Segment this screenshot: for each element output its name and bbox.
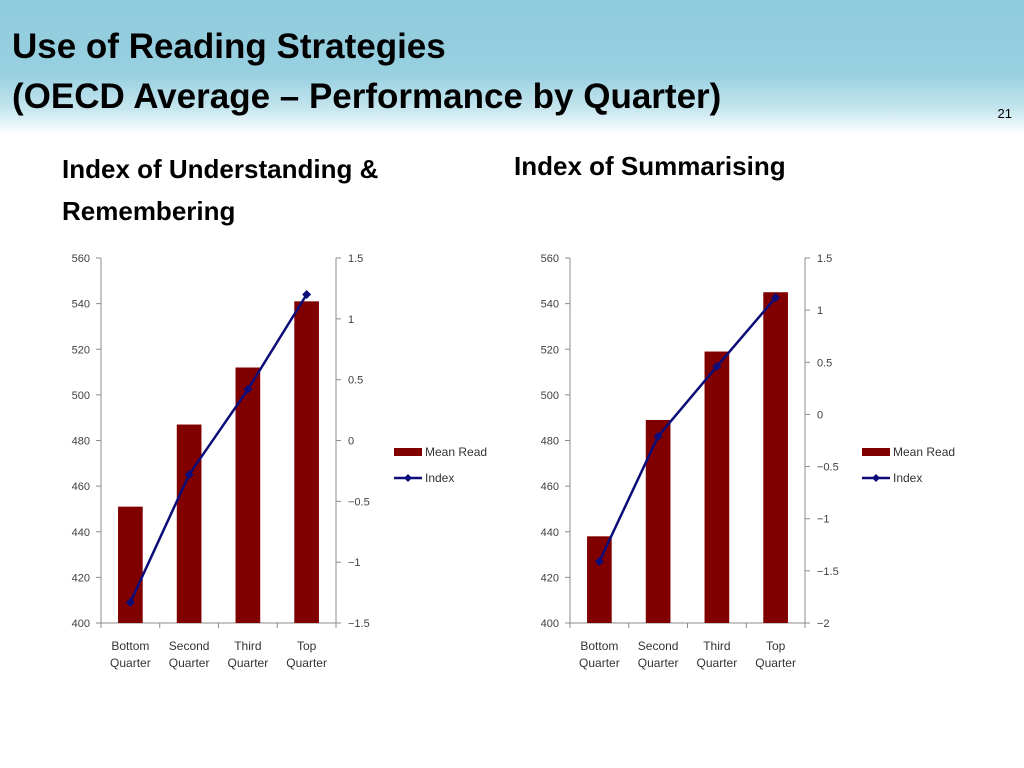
- understanding-tick-label-right: 0: [348, 436, 354, 448]
- summarising-bar-mean-read: [645, 419, 671, 623]
- chart-title-summarising: Index of Summarising: [514, 151, 786, 181]
- understanding-legend-marker-index: [404, 474, 412, 482]
- understanding-category-label: Quarter: [169, 656, 210, 670]
- summarising-legend-swatch-mean-read: [862, 448, 890, 456]
- understanding-bar-mean-read: [176, 424, 202, 623]
- summarising-bar-mean-read: [763, 292, 788, 623]
- summarising-legend-label-index: Index: [893, 471, 922, 485]
- understanding-legend-label-index: Index: [425, 471, 454, 485]
- understanding-category-label: Bottom: [111, 639, 149, 653]
- understanding-bar-mean-read: [235, 367, 261, 623]
- understanding-index-point: [243, 384, 253, 394]
- understanding-tick-label-left: 520: [72, 344, 90, 356]
- understanding-index-point: [125, 597, 135, 607]
- understanding-tick-label-right: −0.5: [348, 496, 370, 508]
- understanding-legend-label-mean-read: Mean Read: [425, 445, 487, 459]
- understanding-bar-mean-read: [294, 301, 319, 623]
- understanding-tick-label-right: 1: [348, 314, 354, 326]
- summarising-category-label: Third: [703, 639, 730, 653]
- understanding-tick-label-right: −1.5: [348, 618, 370, 630]
- understanding-index-point: [184, 470, 194, 480]
- summarising-legend-label-mean-read: Mean Read: [893, 445, 955, 459]
- slide-title-line-1: Use of Reading Strategies: [12, 27, 446, 66]
- summarising-tick-label-right: 1: [817, 305, 823, 317]
- summarising-bar-mean-read: [704, 351, 730, 623]
- summarising-tick-label-left: 420: [541, 572, 559, 584]
- summarising-category-label: Bottom: [580, 639, 618, 653]
- understanding-line-index: [129, 293, 308, 603]
- understanding-tick-label-right: 1.5: [348, 253, 363, 265]
- title-band: [0, 0, 1024, 135]
- summarising-category-label: Quarter: [638, 656, 679, 670]
- understanding-category-label: Second: [169, 639, 210, 653]
- summarising-bar-mean-read: [587, 536, 612, 623]
- slide-title-line-2: (OECD Average – Performance by Quarter): [12, 77, 722, 116]
- understanding-category-label: Top: [297, 639, 317, 653]
- understanding-category-label: Quarter: [286, 656, 327, 670]
- understanding-tick-label-left: 440: [72, 527, 90, 539]
- understanding-tick-label-left: 460: [72, 481, 90, 493]
- understanding-category-label: Quarter: [228, 656, 269, 670]
- summarising-tick-label-left: 560: [541, 253, 559, 265]
- understanding-tick-label-left: 560: [72, 253, 90, 265]
- summarising-category-label: Quarter: [755, 656, 796, 670]
- summarising-tick-label-right: 0: [817, 409, 823, 421]
- summarising-category-label: Quarter: [697, 656, 738, 670]
- understanding-tick-label-left: 420: [72, 572, 90, 584]
- summarising-tick-label-left: 480: [541, 436, 559, 448]
- summarising-index-point: [771, 293, 781, 303]
- summarising-tick-label-right: −1: [817, 514, 830, 526]
- summarising-tick-label-right: 0.5: [817, 357, 832, 369]
- understanding-tick-label-left: 500: [72, 390, 90, 402]
- summarising-category-label: Top: [766, 639, 786, 653]
- summarising-category-label: Quarter: [579, 656, 620, 670]
- page-number: 21: [997, 106, 1012, 121]
- understanding-legend-swatch-mean-read: [394, 448, 422, 456]
- summarising-tick-label-left: 440: [541, 527, 559, 539]
- understanding-index-point: [302, 290, 312, 299]
- summarising-tick-label-left: 400: [541, 618, 559, 630]
- summarising-index-point: [653, 431, 663, 441]
- summarising-tick-label-left: 460: [541, 481, 559, 493]
- summarising-tick-label-right: −1.5: [817, 566, 839, 578]
- summarising-tick-label-right: −2: [817, 618, 830, 630]
- summarising-tick-label-right: 1.5: [817, 253, 832, 265]
- slide-title: Use of Reading Strategies (OECD Average …: [12, 22, 721, 122]
- summarising-legend-marker-index: [872, 474, 880, 482]
- summarising-tick-label-left: 520: [541, 344, 559, 356]
- summarising-tick-label-left: 500: [541, 390, 559, 402]
- summarising-category-label: Second: [638, 639, 679, 653]
- summarising-tick-label-left: 540: [541, 299, 559, 311]
- summarising-line-index: [598, 296, 777, 563]
- understanding-tick-label-left: 400: [72, 618, 90, 630]
- understanding-category-label: Quarter: [110, 656, 151, 670]
- summarising-index-point: [712, 361, 722, 371]
- understanding-tick-label-left: 480: [72, 436, 90, 448]
- understanding-category-label: Third: [234, 639, 261, 653]
- summarising-index-point: [594, 556, 604, 566]
- chart-title-understanding: Index of Understanding & Remembering: [62, 154, 379, 226]
- understanding-tick-label-right: −1: [348, 557, 361, 569]
- understanding-tick-label-right: 0.5: [348, 375, 363, 387]
- summarising-tick-label-right: −0.5: [817, 462, 839, 474]
- understanding-tick-label-left: 540: [72, 299, 90, 311]
